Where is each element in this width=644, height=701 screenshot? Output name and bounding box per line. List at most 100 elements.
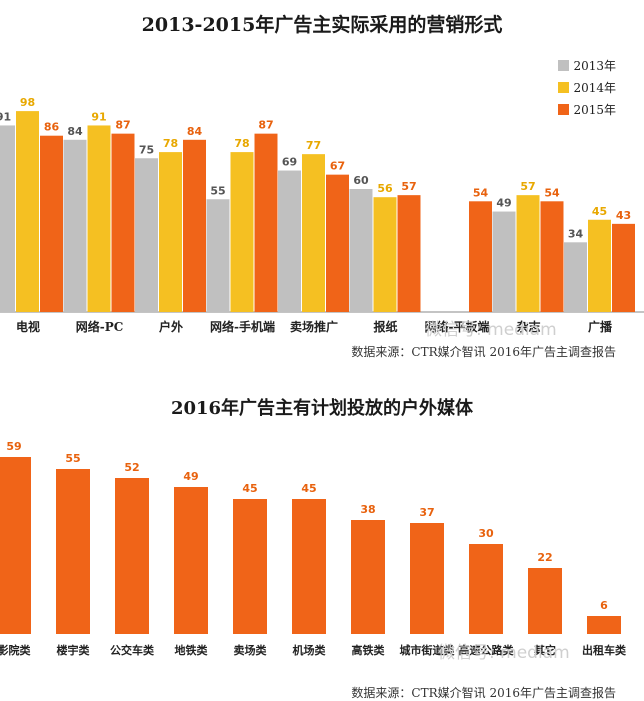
data-label: 6 [600, 599, 608, 612]
bar-2013年-杂志 [492, 211, 516, 312]
legend-item-2015: 2015年 [558, 98, 616, 120]
bar-2014年-卖场推广 [302, 154, 325, 312]
category-label: 卖场推广 [290, 319, 338, 334]
bar-2014年-户外 [159, 152, 182, 312]
bar-2013年-网络-手机端 [206, 199, 230, 312]
legend-item-2013: 2013年 [558, 54, 616, 76]
data-label: 30 [478, 527, 494, 540]
bar-2013年-卖场推广 [278, 170, 301, 312]
data-label: 38 [360, 503, 375, 516]
watermark: 微信号: mediam [438, 643, 570, 663]
bar-城市街道类 [410, 523, 444, 634]
legend-swatch-2015 [558, 103, 570, 115]
category-label: 高速公路类 [459, 643, 515, 657]
data-label: 87 [258, 119, 273, 132]
data-label: 57 [520, 180, 535, 193]
data-label: 34 [568, 227, 584, 240]
category-label: 广播 [588, 319, 613, 334]
data-label: 55 [65, 452, 80, 465]
data-label: 78 [163, 137, 178, 150]
data-label: 67 [330, 160, 345, 173]
bar-2013年-网络-PC [63, 139, 87, 312]
data-label: 56 [377, 182, 393, 195]
bar-出租车类 [587, 616, 621, 634]
bar-2015年-户外 [183, 139, 206, 312]
data-label: 45 [301, 482, 316, 495]
chart-title: 2016年广告主有计划投放的户外媒体 [170, 398, 474, 419]
bar-2015年-卖场推广 [326, 174, 349, 312]
legend-label-2014: 2014年 [573, 80, 616, 95]
data-label: 45 [592, 205, 607, 218]
data-label: 91 [91, 110, 106, 123]
data-label: 75 [139, 143, 154, 156]
category-label: 网络-平板端 [425, 319, 490, 334]
data-label: 54 [544, 186, 560, 199]
data-label: 87 [115, 119, 130, 132]
category-label: 卖场类 [234, 643, 268, 657]
category-label: 城市街道类 [400, 643, 456, 657]
category-label: 出租车类 [582, 643, 627, 657]
bar-楼宇类 [56, 469, 90, 634]
data-label: 54 [473, 186, 489, 199]
data-label: 55 [210, 184, 225, 197]
data-label: 57 [401, 180, 416, 193]
data-label: 49 [183, 470, 198, 483]
bar-2014年-网络-手机端 [230, 152, 254, 312]
data-label: 52 [124, 461, 139, 474]
bar-2014年-广播 [588, 219, 611, 312]
legend-swatch-2013 [558, 59, 570, 71]
chart-panel-marketing-forms: 2013-2015年广告主实际采用的营销形式 91 98 86 电视 84 91 87 网络-… [0, 14, 644, 359]
chart-panel-outdoor-media: 2016年广告主有计划投放的户外媒体 59 影院类 55 楼宇类 52 公交车类 49 地铁类… [0, 380, 644, 701]
category-label: 高铁类 [352, 643, 386, 657]
category-label: 电视 [16, 319, 40, 334]
bar-2013年-电视 [0, 125, 15, 312]
bar-其它 [528, 568, 562, 634]
category-label: 楼宇类 [57, 643, 91, 657]
bar-2013年-报纸 [349, 189, 373, 312]
data-label: 91 [0, 110, 11, 123]
data-label: 69 [282, 156, 297, 169]
data-label: 98 [20, 96, 35, 109]
bar-高速公路类 [469, 544, 503, 634]
data-label: 43 [616, 209, 631, 222]
category-label: 网络-PC [76, 319, 124, 334]
watermark: 微信号: mediam [425, 320, 557, 340]
data-label: 59 [6, 440, 21, 453]
bar-2014年-报纸 [373, 197, 397, 312]
category-label: 公交车类 [110, 643, 155, 657]
bar-2015年-报纸 [397, 195, 421, 312]
bar-2014年-杂志 [516, 195, 540, 312]
bar-2013年-户外 [135, 158, 158, 312]
data-label: 84 [67, 125, 83, 138]
bar-2015年-网络-平板端 [469, 201, 492, 312]
bar-2014年-网络-PC [87, 125, 111, 312]
category-label: 杂志 [516, 319, 540, 334]
bar-机场类 [292, 499, 326, 634]
legend-label-2013: 2013年 [573, 58, 616, 73]
legend-swatch-2014 [558, 81, 570, 93]
bar-2014年-电视 [16, 111, 39, 312]
bar-2013年-广播 [564, 242, 587, 312]
bar-2015年-网络-手机端 [254, 133, 278, 312]
data-label: 22 [537, 551, 552, 564]
legend: 2013年 2014年 2015年 [558, 54, 616, 120]
category-label: 网络-手机端 [210, 319, 275, 334]
bar-2015年-网络-PC [111, 133, 135, 312]
bar-2015年-电视 [40, 135, 63, 312]
legend-item-2014: 2014年 [558, 76, 616, 98]
bar-影院类 [0, 457, 31, 634]
category-label: 地铁类 [175, 643, 209, 657]
category-label: 机场类 [293, 643, 327, 657]
data-label: 60 [353, 174, 369, 187]
data-label: 78 [234, 137, 249, 150]
chart-title: 2013-2015年广告主实际采用的营销形式 [141, 14, 503, 36]
data-label: 86 [44, 121, 60, 134]
bar-chart-marketing-forms: 91 98 86 电视 84 91 87 网络-PC 75 78 84 户外 55 78 87 网络-手机端 6… [0, 96, 644, 334]
data-label: 84 [187, 125, 203, 138]
category-label: 户外 [159, 319, 183, 334]
category-label: 其它 [534, 643, 556, 657]
data-label: 45 [242, 482, 257, 495]
bar-2015年-杂志 [540, 201, 564, 312]
bar-地铁类 [174, 487, 208, 634]
category-label: 报纸 [373, 319, 397, 334]
